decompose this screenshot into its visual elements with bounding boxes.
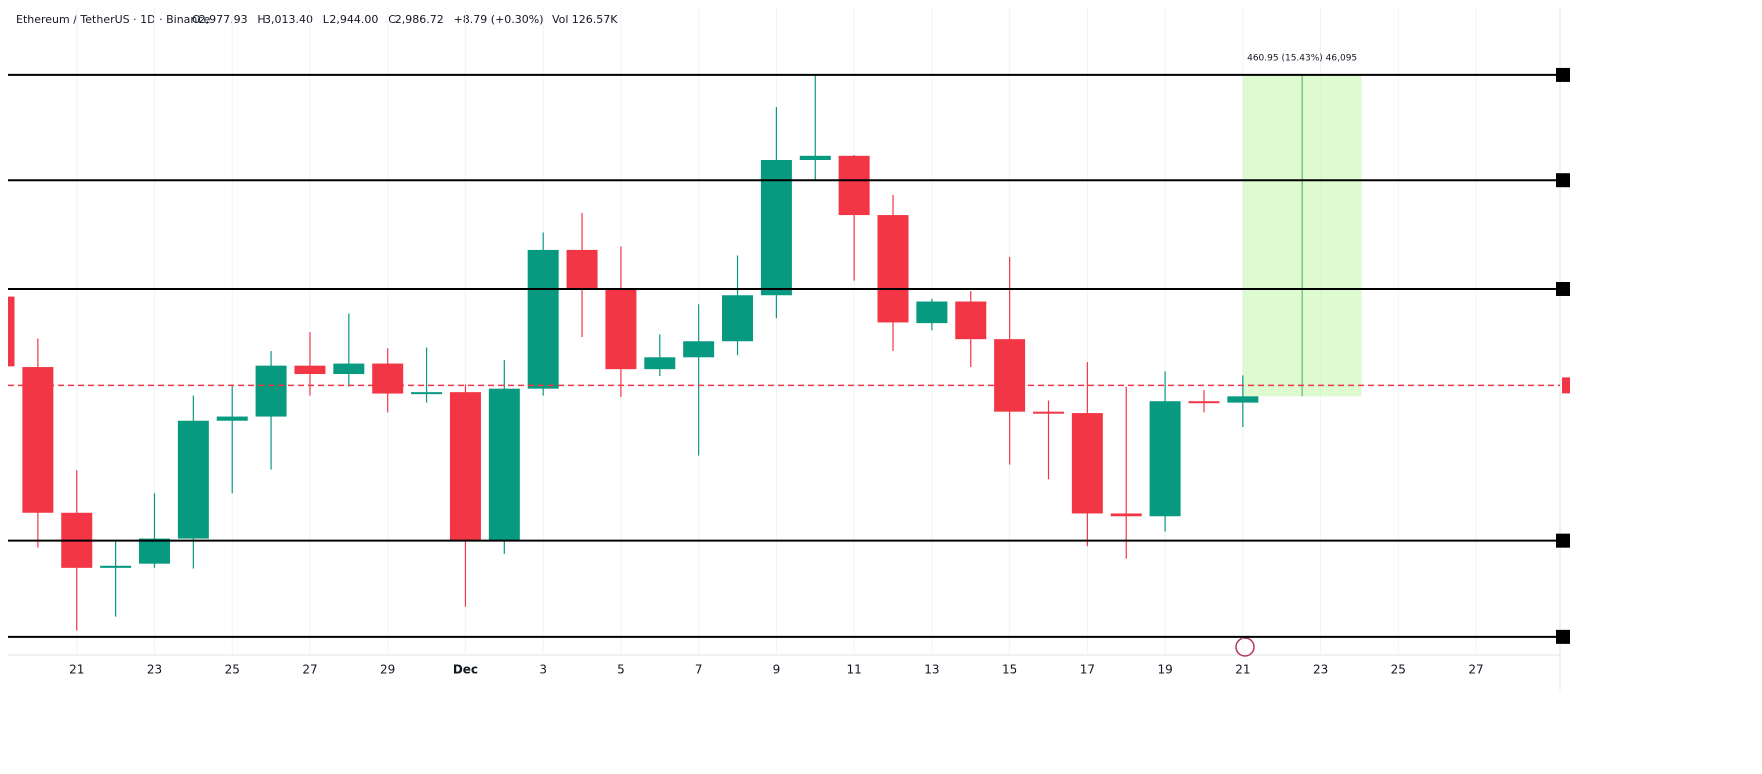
x-tick-label: 23 [147, 663, 162, 677]
level-tag [1556, 67, 1570, 82]
measure-label: 460.95 (15.43%) 46,095 [1247, 53, 1357, 63]
x-tick-label: 5 [617, 663, 625, 677]
candle-body [994, 339, 1026, 412]
candle-body [255, 365, 287, 417]
ohlc-label: C [388, 13, 396, 26]
level-tag [1556, 629, 1570, 644]
event-icon[interactable] [1235, 637, 1255, 657]
x-tick-label: Dec [453, 663, 478, 677]
candle-body [916, 301, 948, 324]
candle-body [8, 296, 15, 367]
candle-body [411, 392, 443, 395]
x-tick-label: 21 [69, 663, 84, 677]
candle-body [527, 249, 559, 389]
candle-body [333, 363, 365, 375]
candle-body [566, 249, 598, 289]
ohlc-label: O [192, 13, 201, 26]
x-tick-label: 19 [1157, 663, 1172, 677]
candle-body [216, 416, 248, 421]
candle-body [100, 565, 132, 568]
candle-body [760, 159, 792, 296]
x-tick-label: 3 [539, 663, 547, 677]
x-tick-label: 13 [924, 663, 939, 677]
chart: Ethereum / TetherUS · 1D · Binance O2,97… [0, 0, 1762, 690]
volume-value: 126.57K [572, 13, 618, 26]
x-tick-label: 29 [380, 663, 395, 677]
ohlc-value: 2,944.00 [329, 13, 378, 26]
ohlc-value: 2,986.72 [395, 13, 444, 26]
ohlc-value: 2,977.93 [199, 13, 248, 26]
level-tag [1556, 173, 1570, 188]
x-tick-label: 27 [302, 663, 317, 677]
x-tick-label: 27 [1468, 663, 1483, 677]
candle-body [1149, 401, 1181, 517]
candle-body [138, 538, 170, 564]
candle-body [22, 367, 54, 513]
candle-body [372, 363, 404, 394]
x-tick-label: 17 [1080, 663, 1095, 677]
level-tag [1556, 281, 1570, 296]
x-tick-label: 9 [773, 663, 781, 677]
candle-body [488, 388, 520, 541]
header: Ethereum / TetherUS · 1D · Binance O2,97… [16, 13, 618, 26]
candle-body [644, 357, 676, 370]
candle-body [838, 155, 870, 216]
ohlc-value: 3,013.40 [264, 13, 313, 26]
x-tick-label: 21 [1235, 663, 1250, 677]
candle-body [449, 392, 481, 541]
level-tag [1556, 533, 1570, 548]
ohlc-label: H [257, 13, 265, 26]
x-tick-label: 25 [1391, 663, 1406, 677]
symbol-title: Ethereum / TetherUS · 1D · Binance [16, 13, 210, 26]
x-tick-label: 23 [1313, 663, 1328, 677]
candle-body [1032, 411, 1064, 414]
volume-label: Vol [552, 13, 568, 26]
last-price-tag [1562, 377, 1570, 394]
background [0, 0, 1762, 690]
candle-body [294, 365, 326, 375]
candle-body [177, 420, 209, 539]
change: +8.79 (+0.30%) [454, 13, 544, 26]
candle-body [877, 215, 909, 323]
x-tick-label: 11 [846, 663, 861, 677]
x-tick-label: 15 [1002, 663, 1017, 677]
candle-body [1188, 401, 1220, 404]
candle-body [955, 301, 987, 340]
page: {"chart_data": { "type": "candlestick", … [0, 0, 1762, 690]
plot-area [8, 8, 1477, 655]
candle-body [1227, 396, 1259, 403]
x-tick-label: 25 [225, 663, 240, 677]
candle-body [605, 288, 637, 370]
candle-body [1071, 413, 1103, 514]
x-tick-label: 7 [695, 663, 703, 677]
ohlc-label: L [323, 13, 330, 26]
candle-body [683, 341, 715, 358]
candle-body [1110, 513, 1142, 517]
candle-body [722, 295, 754, 342]
candle-body [799, 155, 831, 160]
